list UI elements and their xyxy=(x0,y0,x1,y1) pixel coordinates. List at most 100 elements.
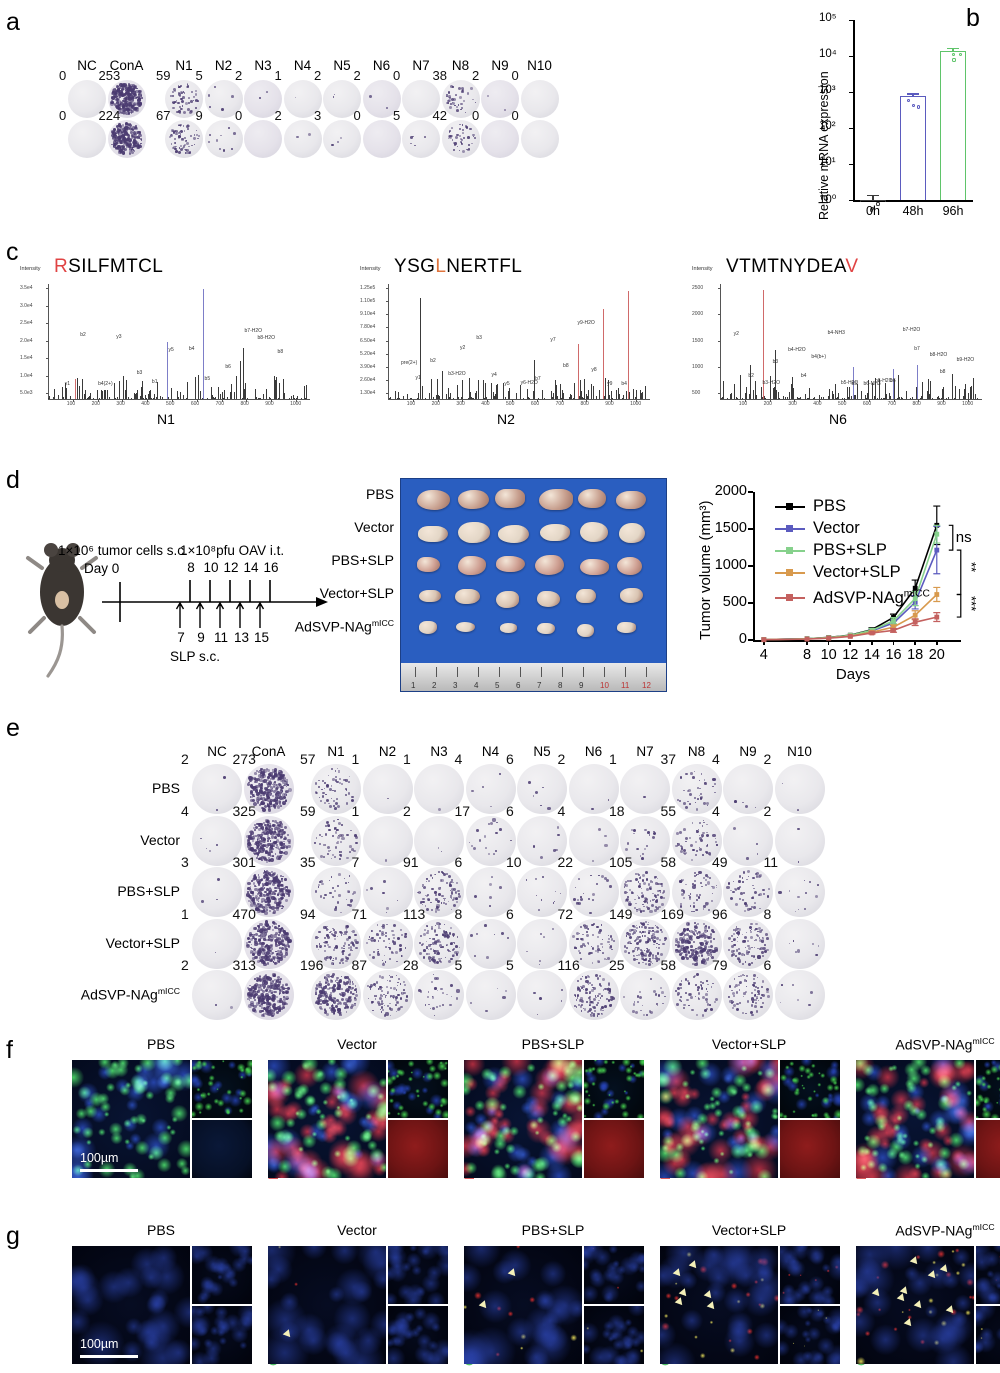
spectrum-peak xyxy=(622,394,624,399)
panel-e-well xyxy=(620,764,670,814)
spectrum-peak xyxy=(593,385,595,399)
spectrum-peak xyxy=(123,375,125,399)
spectrum-peak xyxy=(799,396,801,399)
panel-b-chart: Relative mRNA expression 10⁰ 10¹ 10² 10³ 10⁴… xyxy=(805,12,995,227)
growth-legend-label: PBS xyxy=(813,497,847,515)
ruler-tick xyxy=(562,667,563,677)
spectrum-peak xyxy=(201,397,203,399)
spectrum-peak xyxy=(898,396,900,399)
spectrum-ion-label: b8 xyxy=(563,363,569,370)
panel-e-well xyxy=(362,815,413,866)
if-group-label: Vector+SLP xyxy=(711,1036,787,1052)
timeline-bottom-tick-label: 11 xyxy=(214,630,229,645)
spectrum-x-tick xyxy=(918,399,920,402)
spectrum-peak xyxy=(445,395,447,399)
spectrum-peak-major xyxy=(202,288,204,399)
panel-letter-g: g xyxy=(6,1222,20,1250)
panel-a-column-header: ConA xyxy=(109,58,144,73)
peptide-sequence: RSILFMTCL xyxy=(54,256,164,277)
tumor-specimen xyxy=(418,589,442,603)
spectrum-peak xyxy=(161,396,163,399)
panel-e-well xyxy=(517,815,567,866)
peptide-sequence: VTMTNYDEAV xyxy=(726,256,859,277)
panel-e-well xyxy=(517,764,567,814)
panel-a-column-header: N8 xyxy=(451,58,470,73)
spectrum-x-tick xyxy=(512,399,514,402)
panel-a-well xyxy=(441,80,480,118)
tumor-specimen xyxy=(616,622,637,633)
spectrum-y-tick xyxy=(45,305,48,307)
spectrum-peak xyxy=(107,389,109,399)
panel-e-well xyxy=(723,867,773,917)
panel-a-spot-count: 0 xyxy=(235,107,243,123)
spectrum-ion-label: b4 xyxy=(188,346,195,353)
panel-e-column-header: NC xyxy=(207,744,227,759)
spectrum-peak xyxy=(432,396,434,399)
timeline-oav-label: 1×10⁸pfu OAV i.t. xyxy=(180,543,285,558)
spectrum-y-tick xyxy=(385,340,388,342)
spectrum-y-tick-label: 2500 xyxy=(692,285,704,291)
panel-e-well xyxy=(517,970,567,1020)
panel-e-well xyxy=(774,867,825,917)
spectrum-ion-label: b6-H2O xyxy=(874,378,893,385)
panel-e-spot-count: 2 xyxy=(181,751,189,767)
if-channel-top-image xyxy=(584,1060,644,1118)
spectrum-x-tick-label: 500 xyxy=(506,401,515,407)
spectrum-peak xyxy=(145,397,147,399)
growth-legend-label: PBS+SLP xyxy=(813,541,887,559)
spectrum-y-tick-label: 1.25e5 xyxy=(360,285,376,291)
panel-e-well xyxy=(414,918,464,969)
panel-e-spot-count: 6 xyxy=(454,854,463,870)
panel-e-spot-count: 10 xyxy=(506,854,522,870)
growth-marker xyxy=(934,614,940,620)
spectrum-peak xyxy=(579,397,581,399)
panel-e-spot-count: 91 xyxy=(403,854,419,870)
spectrum-peak xyxy=(580,391,582,399)
spectrum-peak xyxy=(632,388,634,399)
if-channel-top-image xyxy=(192,1246,252,1304)
panel-e-well xyxy=(568,867,619,917)
spectrum-peak xyxy=(598,389,600,399)
spectrum-peak xyxy=(867,379,869,399)
spectrum-y-tick-label: 5.0e3 xyxy=(20,390,33,396)
spectrum-peak xyxy=(109,396,111,399)
spectrum-peak xyxy=(527,388,529,399)
spectrum-peak xyxy=(438,395,440,399)
spectrum-peak xyxy=(799,397,801,399)
tumor-specimen xyxy=(576,588,597,604)
spectrum-x-tick-label: 1000 xyxy=(290,401,302,407)
spectrum-peak xyxy=(149,390,151,399)
panel-e-column-header: N1 xyxy=(327,744,345,759)
tumor-specimen xyxy=(578,489,606,509)
spectrum-peak xyxy=(277,398,279,399)
spectrum-y-tick xyxy=(385,301,388,303)
panel-e-well xyxy=(362,918,413,969)
ruler-label: 7 xyxy=(537,681,542,690)
if-group-label: PBS+SLP xyxy=(521,1036,585,1052)
spectrum-peak xyxy=(736,397,738,399)
panel-a-spot-count: 5 xyxy=(195,68,203,83)
panel-e-spot-count: 2 xyxy=(403,802,411,819)
spectrum-peak xyxy=(912,397,914,399)
spectrum-peak xyxy=(746,387,748,399)
spectrum-y-tick-label: 2.5e4 xyxy=(20,320,33,326)
spectrum-x-tick-label: 1000 xyxy=(962,401,974,407)
tumor-specimen xyxy=(497,525,530,543)
spectrum-peak xyxy=(585,393,587,399)
spectrum-peak xyxy=(938,397,940,399)
spectrum-ion-label: b2 xyxy=(748,372,754,379)
panel-c-spectra: Intensity RSILFMTCL 3.5e4 3.0e4 2.5e4 2.0e4 1.… xyxy=(0,256,1000,448)
spectrum-peak xyxy=(417,397,419,399)
spectrum-peak xyxy=(910,398,912,399)
growth-legend-item: PBS+SLP xyxy=(775,540,930,560)
spectrum-peak xyxy=(774,397,776,399)
spectrum-x-tick-label: 700 xyxy=(555,401,564,407)
ruler-label: 8 xyxy=(558,681,563,690)
spectrum-peak-major xyxy=(75,379,77,399)
spectrum-peak xyxy=(872,383,874,399)
growth-x-tick xyxy=(871,640,873,645)
tumor-specimen xyxy=(417,557,440,573)
spectrum-peak xyxy=(504,398,506,399)
panel-e-well xyxy=(192,815,242,866)
tumor-specimen xyxy=(496,591,520,608)
